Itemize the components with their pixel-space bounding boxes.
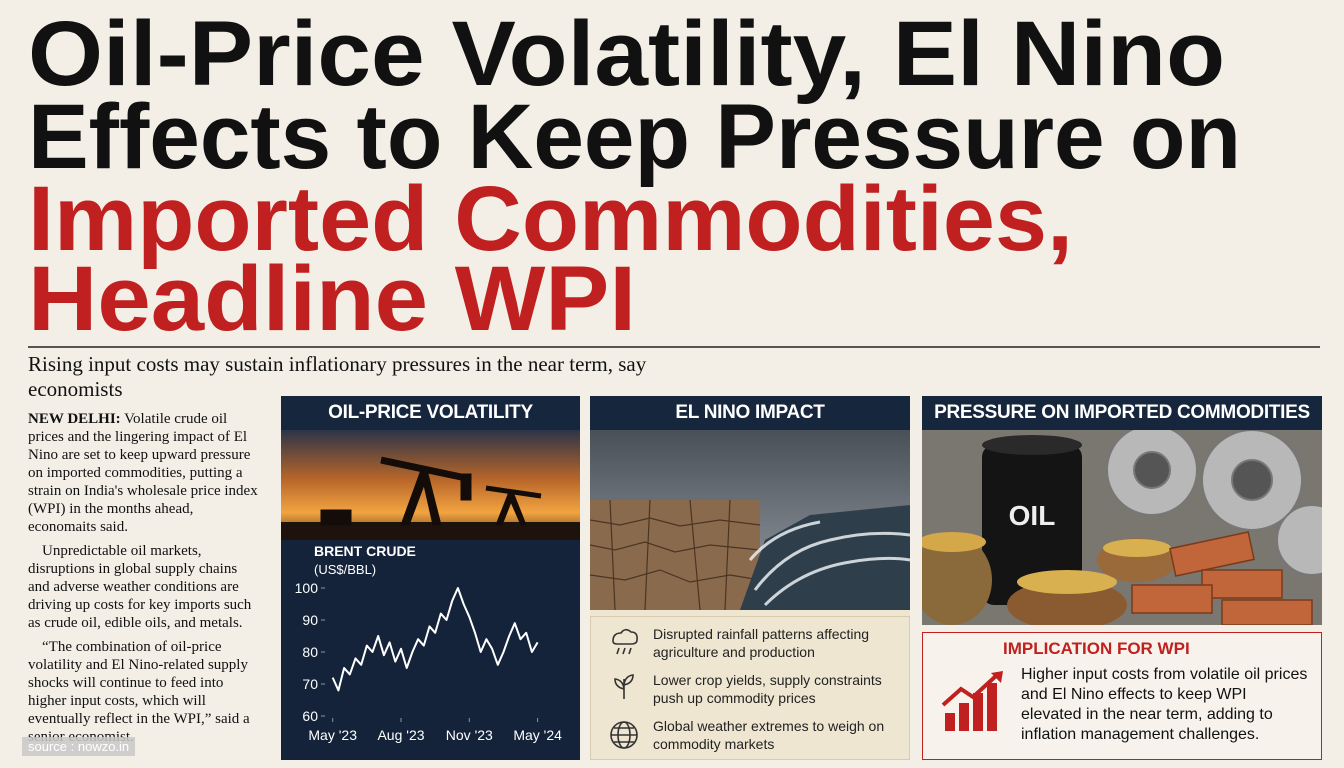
implication-box: IMPLICATION FOR WPI Higher input costs f… xyxy=(922,632,1322,760)
barrel-label: OIL xyxy=(1009,500,1056,531)
box-title: IMPLICATION FOR WPI xyxy=(1003,639,1190,658)
headline-line: Imported Commodities, xyxy=(28,168,1073,270)
icons xyxy=(610,628,638,749)
chart-title: BRENT CRUDE xyxy=(314,543,416,559)
paragraph-text: Unpredictable oil markets, disruptions i… xyxy=(28,543,252,631)
box-text: Higher input costs from volatile oil pri… xyxy=(1021,666,1308,743)
paragraph: NEW DELHI: Volatile crude oil prices and… xyxy=(28,410,260,536)
impact-item: Lower crop yields, supply constraints pu… xyxy=(653,672,882,706)
price-line xyxy=(331,587,539,692)
headline-line: Effects to Keep Pressure on xyxy=(28,86,1241,188)
elnino-image xyxy=(590,430,910,610)
x-tick-label: Aug '23 xyxy=(377,727,424,743)
dateline: NEW DELHI: xyxy=(28,411,121,427)
chart-subtitle: (US$/BBL) xyxy=(314,562,376,577)
y-tick-label: 100 xyxy=(295,580,319,596)
panel-title: PRESSURE ON IMPORTED COMMODITIES xyxy=(922,396,1322,430)
x-tick-label: May '24 xyxy=(513,727,562,743)
headline-line: Oil-Price Volatility, El Nino xyxy=(28,3,1225,105)
impact-item: Global weather extremes to weigh on comm… xyxy=(653,718,885,752)
y-tick-label: 90 xyxy=(302,612,318,628)
y-tick-label: 80 xyxy=(302,644,318,660)
growth-icon xyxy=(941,671,1003,731)
headline-line: Headline WPI xyxy=(28,248,636,350)
panel: EL NINO IMPACT Disrupted rainfall patt xyxy=(590,396,910,760)
x-tick-label: May '23 xyxy=(308,727,357,743)
panel-title: OIL-PRICE VOLATILITY xyxy=(281,396,580,430)
subtitle: Rising input costs may sustain inflation… xyxy=(28,352,647,401)
impact-list: Disrupted rainfall patterns affecting ag… xyxy=(590,616,910,760)
article: NEW DELHI: Volatile crude oil prices and… xyxy=(28,410,260,762)
paragraph: “The combination of oil-price volatility… xyxy=(28,638,260,746)
impact-item: Disrupted rainfall patterns affecting ag… xyxy=(653,626,870,660)
headline: Oil-Price Volatility, El Nino Effects to… xyxy=(28,3,1320,350)
paragraph-text: “The combination of oil-price volatility… xyxy=(28,639,250,745)
paragraph: Unpredictable oil markets, disruptions i… xyxy=(28,542,260,632)
source: source : nowzo.in xyxy=(22,737,136,756)
y-tick-label: 70 xyxy=(302,676,318,692)
panel-title: EL NINO IMPACT xyxy=(590,396,910,430)
panel: OIL-PRICE VOLATILITY BRENT CRUDE (US$/BB… xyxy=(281,396,580,760)
commodities-image: OIL xyxy=(922,430,1322,625)
panel: PRESSURE ON IMPORTED COMMODITIES OIL IMP… xyxy=(922,396,1322,760)
oil-image xyxy=(281,430,580,540)
paragraph-text: Volatile crude oil prices and the linger… xyxy=(28,411,258,535)
x-tick-label: Nov '23 xyxy=(446,727,493,743)
chart: BRENT CRUDE (US$/BBL) 60 70 80 90 100 May '23… xyxy=(295,543,562,743)
y-tick-label: 60 xyxy=(302,708,318,724)
